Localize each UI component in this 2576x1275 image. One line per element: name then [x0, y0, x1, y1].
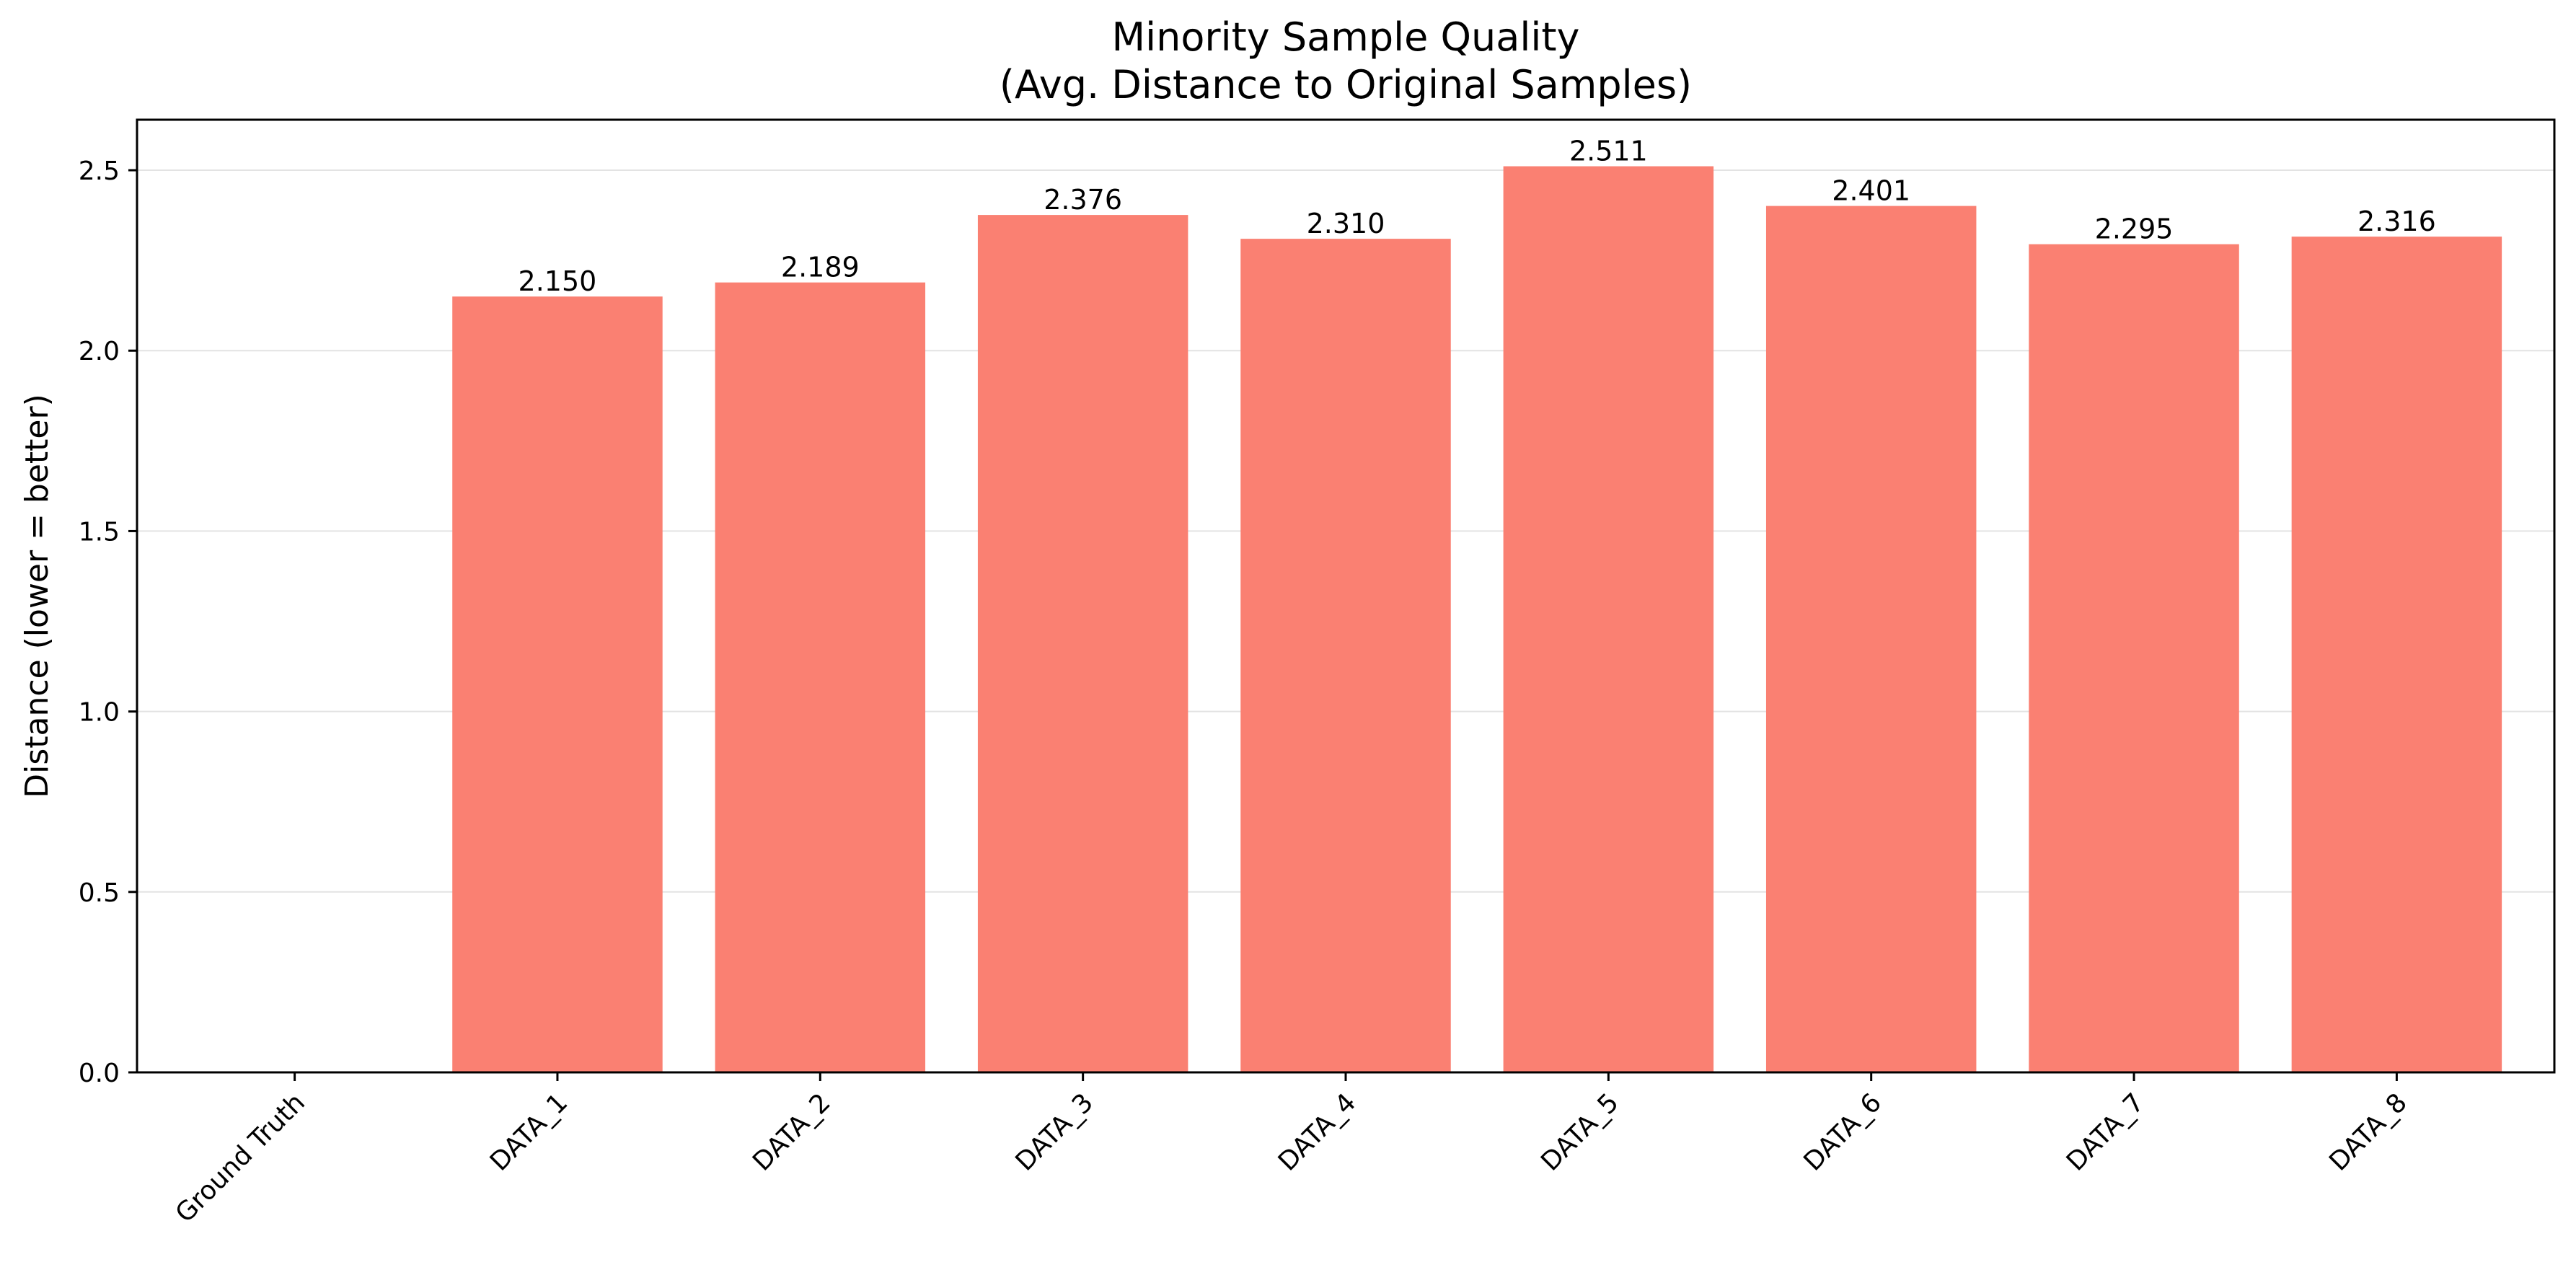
bar-data-4 [1240, 239, 1451, 1072]
x-tick-label: Ground Truth [170, 1088, 311, 1228]
bar-value-label: 2.189 [781, 252, 860, 283]
bar-value-label: 2.511 [1569, 136, 1648, 167]
x-tick-label: DATA_2 [747, 1088, 837, 1177]
y-tick-label: 0.0 [79, 1059, 120, 1088]
x-tick-label: DATA_3 [1010, 1088, 1100, 1177]
bar-data-7 [2029, 244, 2239, 1073]
bar-data-5 [1503, 166, 1714, 1073]
x-tick-label: DATA_7 [2061, 1088, 2151, 1177]
bar-data-8 [2291, 237, 2502, 1072]
x-axis-ticks: Ground Truth DATA_1 DATA_2 DATA_3 DATA_4 DATA… [170, 1072, 2413, 1229]
bar-data-6 [1765, 206, 1977, 1072]
y-axis-label: Distance (lower = better) [19, 394, 56, 798]
x-tick-label: DATA_1 [485, 1088, 574, 1177]
bar-data-2 [715, 282, 926, 1072]
bars [452, 166, 2502, 1073]
bar-value-label: 2.316 [2357, 206, 2436, 237]
bar-value-label: 2.401 [1832, 175, 1910, 207]
y-tick-label: 2.0 [79, 337, 120, 366]
bar-value-labels: 2.150 2.189 2.376 2.310 2.511 2.401 2.295 2.316 [519, 136, 2436, 298]
y-tick-label: 1.0 [79, 698, 120, 728]
x-tick-label: DATA_4 [1273, 1088, 1362, 1177]
y-tick-label: 1.5 [79, 517, 120, 547]
x-tick-label: DATA_8 [2324, 1088, 2413, 1177]
bar-value-label: 2.376 [1044, 184, 1122, 216]
bar-value-label: 2.295 [2095, 213, 2174, 245]
x-tick-label: DATA_5 [1535, 1088, 1625, 1177]
x-tick-label: DATA_6 [1799, 1088, 1888, 1177]
chart-title: Minority Sample Quality [1112, 14, 1580, 60]
bar-data-1 [452, 296, 663, 1073]
bar-value-label: 2.150 [519, 265, 597, 297]
chart-subtitle: (Avg. Distance to Original Samples) [1000, 62, 1692, 107]
y-tick-label: 2.5 [79, 156, 120, 186]
bar-value-label: 2.310 [1307, 208, 1385, 239]
y-tick-label: 0.5 [79, 878, 120, 908]
y-axis-ticks: 0.0 0.5 1.0 1.5 2.0 2.5 [79, 156, 137, 1088]
bar-data-3 [977, 215, 1188, 1073]
